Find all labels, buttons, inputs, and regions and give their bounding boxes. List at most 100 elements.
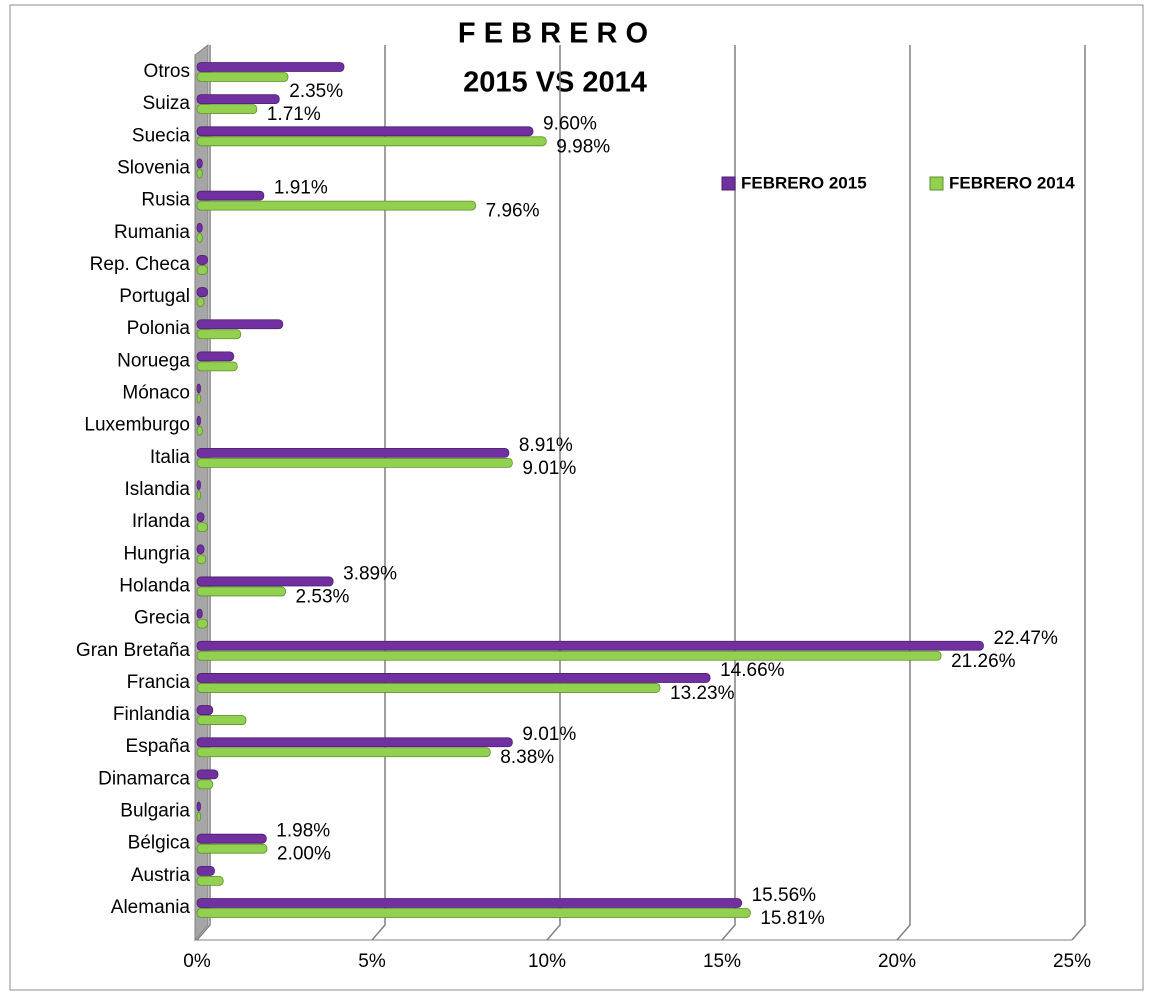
bar bbox=[196, 265, 208, 275]
y-tick-label: Grecia bbox=[134, 608, 190, 629]
y-tick-label: Otros bbox=[144, 61, 190, 82]
bar bbox=[196, 136, 547, 147]
data-label: 15.81% bbox=[760, 908, 825, 929]
data-label: 2.35% bbox=[289, 81, 343, 102]
bar bbox=[196, 480, 201, 490]
data-label: 9.01% bbox=[522, 724, 576, 745]
y-tick-label: Rusia bbox=[141, 190, 190, 211]
bar bbox=[196, 329, 242, 340]
bar bbox=[196, 104, 258, 115]
x-tick-label: 15% bbox=[703, 951, 741, 972]
bar bbox=[196, 843, 268, 854]
bar bbox=[196, 168, 203, 179]
bar bbox=[196, 608, 203, 619]
bar bbox=[196, 875, 224, 886]
data-label: 13.23% bbox=[670, 683, 735, 704]
y-tick-label: Hungria bbox=[123, 543, 190, 564]
bar bbox=[196, 190, 265, 201]
bar bbox=[196, 490, 201, 500]
bar bbox=[196, 72, 289, 82]
bar bbox=[196, 779, 214, 790]
data-label: 2.00% bbox=[277, 844, 331, 865]
bar bbox=[196, 393, 201, 404]
x-tick-label: 0% bbox=[183, 951, 211, 972]
y-tick-label: Finlandia bbox=[113, 704, 191, 725]
y-tick-label: Alemania bbox=[111, 897, 191, 918]
data-label: 7.96% bbox=[486, 201, 540, 222]
bar bbox=[196, 801, 201, 812]
bar bbox=[196, 640, 984, 651]
x-tick-label: 10% bbox=[528, 951, 566, 972]
bar bbox=[196, 222, 203, 233]
y-tick-label: Irlanda bbox=[132, 511, 191, 532]
bar bbox=[196, 287, 208, 297]
bar bbox=[196, 673, 711, 683]
grid-line bbox=[896, 45, 911, 941]
legend-label: FEBRERO 2015 bbox=[741, 173, 867, 192]
bar bbox=[196, 705, 214, 715]
bar bbox=[196, 554, 207, 565]
legend-label: FEBRERO 2014 bbox=[949, 173, 1075, 192]
data-label: 9.01% bbox=[522, 458, 576, 479]
bar bbox=[196, 544, 205, 555]
grid-line bbox=[371, 45, 386, 941]
bar bbox=[196, 447, 510, 458]
y-tick-label: Bulgaria bbox=[120, 801, 190, 822]
data-label: 9.98% bbox=[556, 136, 610, 157]
bar bbox=[196, 512, 205, 523]
bar bbox=[196, 683, 661, 693]
data-label: 9.60% bbox=[543, 113, 597, 134]
y-tick-label: Rumania bbox=[114, 222, 190, 243]
bar bbox=[196, 425, 203, 436]
data-label: 21.26% bbox=[951, 651, 1016, 672]
data-label: 14.66% bbox=[720, 660, 785, 681]
bar bbox=[196, 126, 534, 137]
y-tick-label: Gran Bretaña bbox=[76, 640, 190, 661]
bar bbox=[196, 715, 247, 725]
data-label: 2.53% bbox=[296, 586, 350, 607]
bar bbox=[196, 232, 203, 243]
grid-line bbox=[721, 45, 736, 941]
bar bbox=[196, 319, 284, 330]
y-tick-label: Rep. Checa bbox=[90, 254, 191, 275]
grid-line bbox=[1071, 45, 1086, 941]
data-label: 22.47% bbox=[993, 628, 1058, 649]
bar bbox=[196, 737, 513, 748]
x-tick-label: 20% bbox=[878, 951, 916, 972]
y-tick-label: España bbox=[126, 736, 191, 757]
y-tick-label: Suiza bbox=[142, 93, 190, 114]
bar bbox=[196, 297, 205, 307]
bar bbox=[196, 383, 201, 394]
bar bbox=[196, 908, 751, 918]
data-label: 3.89% bbox=[343, 563, 397, 584]
y-tick-label: Holanda bbox=[119, 575, 190, 596]
bar bbox=[196, 865, 215, 876]
bar bbox=[196, 62, 345, 72]
bar bbox=[196, 361, 238, 372]
bar bbox=[196, 255, 208, 265]
legend-swatch bbox=[929, 176, 944, 191]
y-tick-label: Noruega bbox=[117, 350, 190, 371]
bar bbox=[196, 351, 235, 362]
bar bbox=[196, 650, 942, 661]
y-tick-label: Italia bbox=[150, 447, 191, 468]
bar bbox=[196, 811, 201, 822]
bar bbox=[196, 833, 267, 844]
chart-title: F E B R E R O bbox=[458, 18, 648, 50]
y-tick-label: Bélgica bbox=[128, 833, 191, 854]
data-label: 15.56% bbox=[752, 885, 817, 906]
y-tick-label: Francia bbox=[127, 672, 191, 693]
data-label: 1.91% bbox=[274, 178, 328, 199]
y-tick-label: Dinamarca bbox=[98, 768, 190, 789]
x-tick-label: 25% bbox=[1053, 951, 1091, 972]
y-tick-label: Mónaco bbox=[122, 383, 190, 404]
y-tick-label: Suecia bbox=[132, 125, 191, 146]
grid-line bbox=[546, 45, 561, 941]
y-tick-label: Luxemburgo bbox=[84, 415, 190, 436]
bar bbox=[196, 415, 201, 426]
y-tick-label: Slovenia bbox=[117, 157, 190, 178]
x-tick-label: 5% bbox=[358, 951, 386, 972]
y-tick-label: Austria bbox=[131, 865, 191, 886]
bar bbox=[196, 618, 208, 629]
